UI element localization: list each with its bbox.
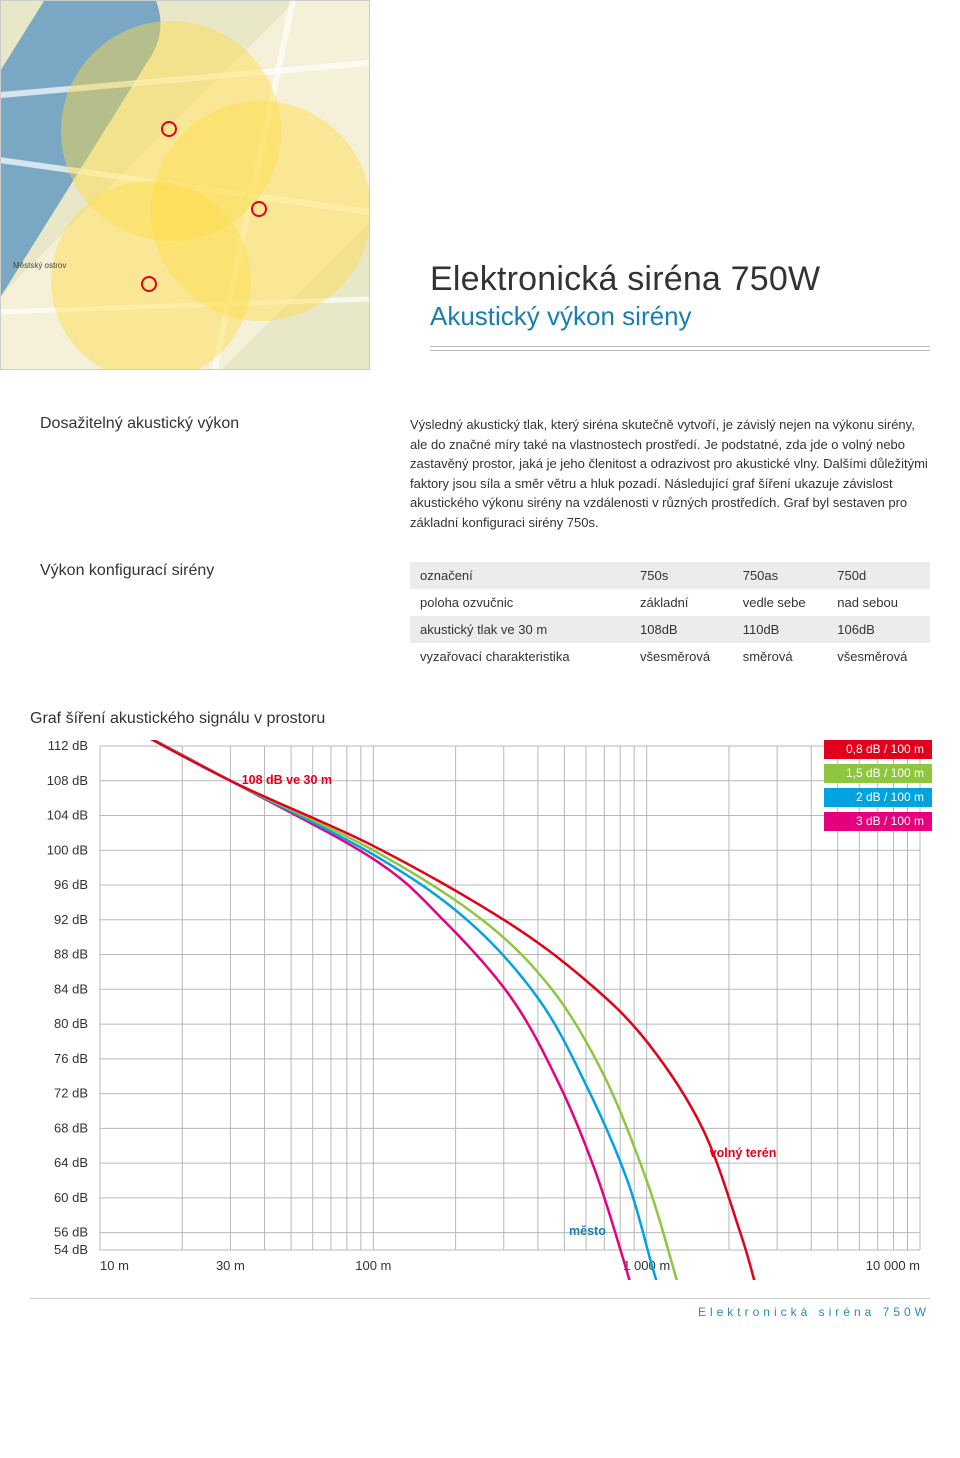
svg-text:30 m: 30 m (216, 1258, 245, 1273)
siren-marker-icon (251, 201, 267, 217)
chart-svg: 112 dB 108 dB 104 dB 100 dB 96 dB 92 dB 88 dB 8… (30, 740, 930, 1280)
siren-marker-icon (161, 121, 177, 137)
chart-annotation: 108 dB ve 30 m (242, 773, 332, 787)
svg-text:54 dB: 54 dB (54, 1242, 88, 1257)
svg-text:10 000 m: 10 000 m (866, 1258, 920, 1273)
section-body: Výsledný akustický tlak, který siréna sk… (410, 415, 930, 532)
svg-text:10 m: 10 m (100, 1258, 129, 1273)
table-cell: nad sebou (827, 589, 930, 616)
page-title: Elektronická siréna 750W (430, 260, 930, 299)
table-cell: 106dB (827, 616, 930, 643)
table-cell: poloha ozvučnic (410, 589, 630, 616)
table-row: poloha ozvučnic základní vedle sebe nad … (410, 589, 930, 616)
table-header: 750s (630, 562, 733, 589)
map-label: Městský ostrov (13, 261, 66, 270)
svg-text:72 dB: 72 dB (54, 1086, 88, 1101)
section-heading: Dosažitelný akustický výkon (30, 415, 370, 433)
svg-text:80 dB: 80 dB (54, 1016, 88, 1031)
chart-title: Graf šíření akustického signálu v prosto… (0, 670, 960, 740)
table-header: 750d (827, 562, 930, 589)
svg-text:112 dB: 112 dB (48, 740, 88, 753)
footer-text: Elektronická siréna 750W (0, 1305, 960, 1319)
table-cell: všesměrová (827, 643, 930, 670)
table-row: akustický tlak ve 30 m 108dB 110dB 106dB (410, 616, 930, 643)
svg-text:100 dB: 100 dB (47, 842, 88, 857)
section-heading: Výkon konfigurací sirény (30, 562, 370, 580)
table-cell: základní (630, 589, 733, 616)
legend-item: 3 dB / 100 m (824, 812, 932, 831)
page-subtitle: Akustický výkon sirény (430, 301, 930, 332)
title-block: Elektronická siréna 750W Akustický výkon… (430, 260, 930, 351)
table-cell: všesměrová (630, 643, 733, 670)
table-cell: vedle sebe (733, 589, 828, 616)
table-header-row: označení 750s 750as 750d (410, 562, 930, 589)
svg-text:100 m: 100 m (355, 1258, 391, 1273)
svg-text:108 dB: 108 dB (47, 773, 88, 788)
svg-text:96 dB: 96 dB (54, 877, 88, 892)
legend-item: 0,8 dB / 100 m (824, 740, 932, 759)
svg-text:1 000 m: 1 000 m (623, 1258, 670, 1273)
table-cell: směrová (733, 643, 828, 670)
siren-marker-icon (141, 276, 157, 292)
table-cell: vyzařovací charakteristika (410, 643, 630, 670)
table-row: vyzařovací charakteristika všesměrová sm… (410, 643, 930, 670)
svg-text:56 dB: 56 dB (54, 1225, 88, 1240)
table-cell: 110dB (733, 616, 828, 643)
table-cell: akustický tlak ve 30 m (410, 616, 630, 643)
attenuation-chart: 112 dB 108 dB 104 dB 100 dB 96 dB 92 dB 88 dB 8… (30, 740, 930, 1280)
coverage-map: Městský ostrov (0, 0, 370, 370)
title-rule (430, 346, 930, 351)
footer-rule (30, 1298, 930, 1299)
table-header: 750as (733, 562, 828, 589)
legend-item: 1,5 dB / 100 m (824, 764, 932, 783)
config-table: označení 750s 750as 750d poloha ozvučnic… (410, 562, 930, 670)
svg-text:64 dB: 64 dB (54, 1155, 88, 1170)
chart-annotation: město (569, 1224, 606, 1238)
svg-text:92 dB: 92 dB (54, 912, 88, 927)
svg-text:84 dB: 84 dB (54, 981, 88, 996)
svg-text:104 dB: 104 dB (47, 808, 88, 823)
table-header: označení (410, 562, 630, 589)
table-cell: 108dB (630, 616, 733, 643)
svg-text:76 dB: 76 dB (54, 1051, 88, 1066)
chart-annotation: volný terén (710, 1146, 777, 1160)
svg-text:68 dB: 68 dB (54, 1120, 88, 1135)
legend-item: 2 dB / 100 m (824, 788, 932, 807)
svg-text:60 dB: 60 dB (54, 1190, 88, 1205)
svg-text:88 dB: 88 dB (54, 947, 88, 962)
